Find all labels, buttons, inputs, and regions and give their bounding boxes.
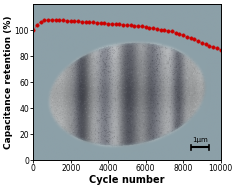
Y-axis label: Capacitance retention (%): Capacitance retention (%) bbox=[4, 15, 13, 149]
X-axis label: Cycle number: Cycle number bbox=[89, 175, 165, 185]
Text: 1μm: 1μm bbox=[192, 137, 208, 143]
